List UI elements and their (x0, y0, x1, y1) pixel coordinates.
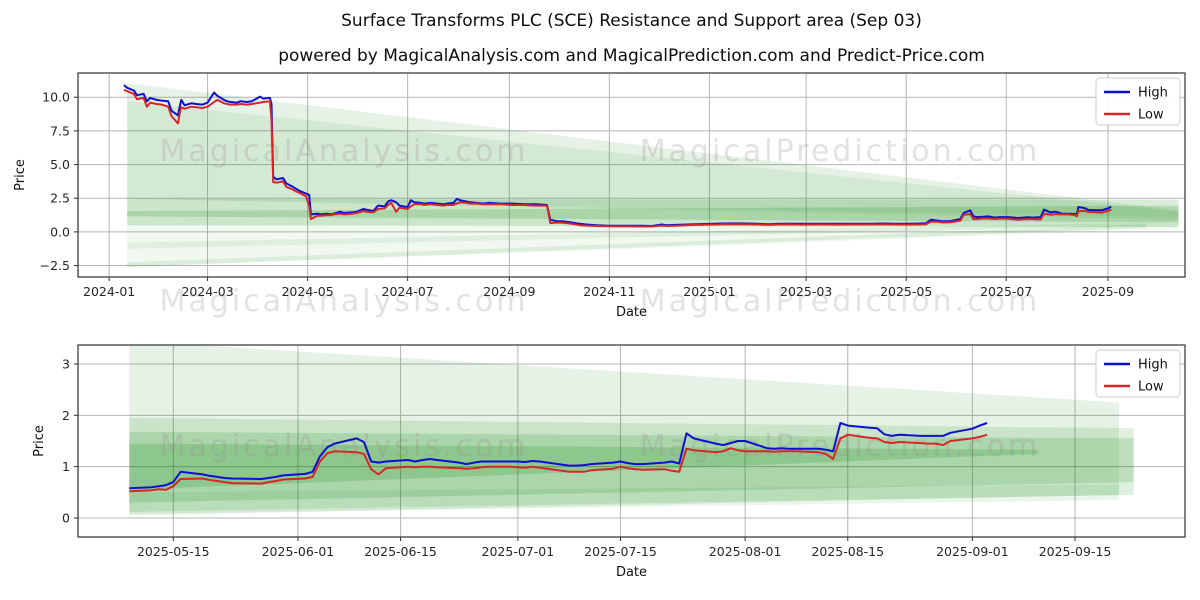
high-line (129, 422, 988, 490)
watermarks: MagicalAnalysis.com MagicalPrediction.com… (159, 134, 1041, 319)
legend: High Low (1095, 349, 1181, 398)
y-tick-label: 3 (62, 356, 70, 371)
axis-tick-labels: 2024-01 2024-03 2024-05 2024-07 2024-09 2024-… (40, 90, 1134, 299)
plot-frame (77, 72, 1186, 278)
x-tick-label: 2025-09-15 (1039, 544, 1112, 559)
watermark-prediction: MagicalPrediction.com (640, 134, 1041, 169)
support-resistance-bands (129, 345, 1134, 516)
x-tick-label: 2024-09 (483, 284, 535, 299)
band-polygon (129, 443, 1039, 490)
figure-subtitle: powered by MagicalAnalysis.com and Magic… (278, 46, 985, 66)
x-tick-label: 2025-06-15 (364, 544, 437, 559)
watermark-prediction: MagicalPrediction.com (640, 284, 1041, 319)
band-polygon (127, 198, 1179, 267)
y-tick-label: 1 (62, 459, 70, 474)
x-tick-label: 2025-05 (880, 284, 932, 299)
series-lines (123, 84, 1112, 228)
x-tick-label: 2025-06-01 (262, 544, 335, 559)
x-tick-label: 2024-05 (281, 284, 333, 299)
legend-label: Low (1138, 380, 1164, 395)
x-tick-label: 2025-07-01 (482, 544, 555, 559)
y-axis-label: Price (13, 159, 28, 191)
support-resistance-bands (127, 83, 1179, 267)
x-tick-label: 2025-05-15 (137, 544, 210, 559)
band-polygon (127, 198, 1179, 228)
axis-ticks (74, 363, 1076, 541)
legend-label: Low (1138, 108, 1164, 123)
legend: High Low (1095, 77, 1181, 126)
axis-ticks (74, 96, 1109, 281)
series-lines (129, 422, 988, 493)
watermark-prediction: MagicalPrediction.com (640, 429, 1041, 464)
watermark-analysis: MagicalAnalysis.com (159, 429, 528, 464)
x-tick-label: 2024-07 (382, 284, 434, 299)
watermark-analysis: MagicalAnalysis.com (159, 134, 528, 169)
band-polygon (129, 484, 1120, 514)
watermarks: MagicalAnalysis.com MagicalPrediction.com (159, 429, 1041, 464)
x-tick-label: 2024-11 (583, 284, 635, 299)
x-tick-label: 2024-01 (83, 284, 135, 299)
x-axis-label: Date (616, 305, 647, 320)
x-tick-label: 2025-07-15 (584, 544, 657, 559)
y-tick-label: 7.5 (50, 123, 70, 138)
full-history-chart: MagicalAnalysis.com MagicalPrediction.com… (13, 72, 1186, 320)
x-tick-label: 2025-09 (1082, 284, 1134, 299)
band-polygon (127, 222, 1146, 249)
y-tick-label: 5.0 (50, 157, 70, 172)
band-polygon (127, 101, 1179, 220)
gridlines (78, 345, 1185, 537)
low-line (129, 433, 988, 493)
y-tick-label: 0 (62, 511, 70, 526)
figure-title: Surface Transforms PLC (SCE) Resistance … (341, 11, 922, 31)
y-tick-label: 10.0 (42, 90, 70, 105)
y-tick-label: 0.0 (50, 224, 70, 239)
legend-label: High (1138, 358, 1168, 373)
y-tick-label: 2.5 (50, 191, 70, 206)
legend-label: High (1138, 86, 1168, 101)
x-tick-label: 2025-08-15 (811, 544, 884, 559)
x-tick-label: 2025-09-01 (936, 544, 1009, 559)
y-axis-label: Price (32, 425, 47, 457)
band-polygon (129, 431, 1134, 503)
low-line (123, 88, 1112, 228)
x-tick-label: 2025-07 (980, 284, 1032, 299)
band-polygon (127, 205, 1179, 223)
recent-detail-chart: MagicalAnalysis.com MagicalPrediction.com… (32, 344, 1186, 580)
x-tick-label: 2025-01 (683, 284, 735, 299)
watermark-analysis: MagicalAnalysis.com (159, 284, 528, 319)
band-polygon (127, 83, 1179, 218)
x-tick-label: 2025-08-01 (709, 544, 782, 559)
y-tick-label: −2.5 (40, 258, 70, 273)
gridlines (78, 73, 1185, 277)
x-tick-label: 2025-03 (780, 284, 832, 299)
axis-tick-labels: 2025-05-15 2025-06-01 2025-06-15 2025-07-01… (62, 356, 1111, 559)
y-tick-label: 2 (62, 408, 70, 423)
band-polygon (127, 224, 1146, 267)
x-axis-label: Date (616, 565, 647, 580)
x-tick-label: 2024-03 (181, 284, 233, 299)
plot-frame (77, 344, 1186, 538)
